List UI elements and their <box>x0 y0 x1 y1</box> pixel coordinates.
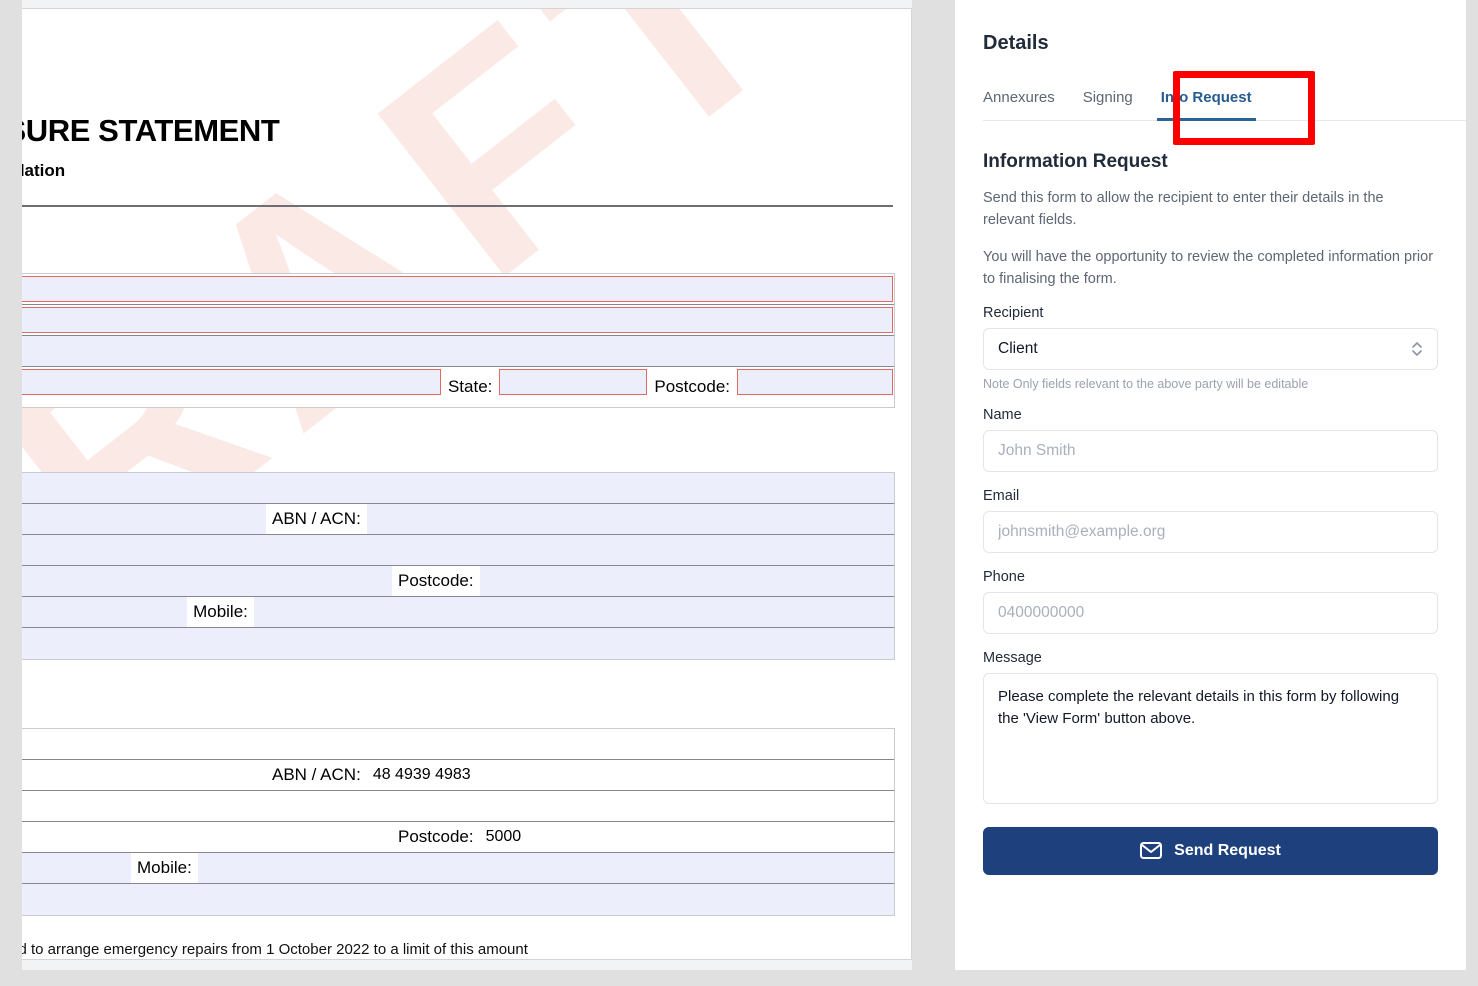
premises-postcode-field[interactable] <box>737 369 893 395</box>
party-a-name-field[interactable] <box>22 473 894 503</box>
table-row: State: Postcode: <box>22 367 894 407</box>
email-label: Email <box>983 487 1020 504</box>
party-a-mobile-field[interactable] <box>253 597 894 627</box>
table-row: .com.au <box>22 884 894 915</box>
party-b-suburb-field[interactable] <box>22 822 392 852</box>
recipient-field-group: Recipient Client Note Only fields releva… <box>983 305 1438 391</box>
table-row: ses): <box>22 305 894 336</box>
tab-info-request[interactable]: Info Request <box>1147 89 1266 121</box>
send-request-button[interactable]: Send Request <box>983 826 1438 875</box>
recipient-label: Recipient <box>983 304 1044 321</box>
phone-input[interactable] <box>983 591 1438 634</box>
document-footnote: u select this option, we will be authori… <box>22 939 875 959</box>
party-a-postcode-field[interactable] <box>479 566 894 596</box>
phone-label: Phone <box>983 568 1025 585</box>
send-request-label: Send Request <box>1174 841 1281 859</box>
info-request-paragraph-2: You will have the opportunity to review … <box>983 248 1434 288</box>
tab-signing[interactable]: Signing <box>1082 89 1133 106</box>
left-gutter <box>0 0 22 970</box>
party-b-abn-value: 48 4939 4983 <box>366 760 894 790</box>
footnote-line-1: u select this option, we will be authori… <box>22 941 528 958</box>
name-input[interactable] <box>983 429 1438 472</box>
party-b-email-value[interactable]: .com.au <box>22 884 894 915</box>
email-field-group: Email <box>983 488 1438 553</box>
tab-bar: Annexures Signing Info Request <box>983 77 1466 121</box>
info-request-form: Information Request Send this form to al… <box>955 151 1466 875</box>
document-subtitle-rest: (NSW) and Regulation <box>22 161 66 180</box>
state-label: State: <box>441 367 499 407</box>
recipient-note: Note Only fields relevant to the above p… <box>983 376 1309 391</box>
document-page: DRAFT AL FACT DISCLOSURE STATEMENT ancie… <box>22 8 912 960</box>
premises-blank-row[interactable] <box>22 336 894 366</box>
party-b-postcode-value: 5000 <box>479 822 894 852</box>
table-row <box>22 628 894 659</box>
info-request-heading: Information Request <box>983 151 1168 172</box>
table-row <box>22 729 894 760</box>
document-table-party-b: ABN / ACN: 48 4939 4983 Postcode: 5000 M… <box>22 728 895 916</box>
postcode-label: Postcode: <box>392 822 480 852</box>
postcode-label: Postcode: <box>392 566 480 596</box>
party-a-suburb-field[interactable] <box>22 566 392 596</box>
party-a-left-field[interactable] <box>22 504 266 534</box>
page-title: Details <box>983 32 1049 54</box>
table-row <box>22 473 894 504</box>
message-field-group: Message <box>983 650 1438 809</box>
table-row: ABN / ACN: <box>22 504 894 535</box>
recipient-selected-value: Client <box>998 339 1038 357</box>
info-request-paragraph-1: Send this form to allow the recipient to… <box>983 190 1384 229</box>
premises-suburb-field[interactable] <box>22 369 441 395</box>
bottom-bar <box>0 970 1478 986</box>
party-b-address-field[interactable] <box>22 791 894 821</box>
party-a-abn-field[interactable] <box>366 504 894 534</box>
tab-annexures[interactable]: Annexures <box>983 89 1055 106</box>
email-input[interactable] <box>983 510 1438 553</box>
table-row: Postcode: <box>22 566 894 597</box>
document-subtitle: ancies Act 2010 (NSW) and Regulation <box>22 161 893 181</box>
table-row: ABN / ACN: 48 4939 4983 <box>22 760 894 791</box>
abn-acn-label: ABN / ACN: <box>266 504 367 534</box>
table-row <box>22 336 894 367</box>
document-title: AL FACT DISCLOSURE STATEMENT <box>22 113 280 148</box>
recipient-select[interactable]: Client <box>983 327 1438 370</box>
table-row <box>22 274 894 305</box>
table-row <box>22 535 894 566</box>
premises-state-field[interactable] <box>499 369 648 395</box>
mobile-label: Mobile: <box>187 597 254 627</box>
table-row: Postcode: 5000 <box>22 822 894 853</box>
document-table-premises: ses): State: Postcode: <box>22 273 895 408</box>
name-label: Name <box>983 406 1022 423</box>
document-section-heading: al premises: <box>22 240 893 261</box>
party-b-name-field[interactable] <box>22 729 894 759</box>
message-textarea[interactable] <box>983 672 1438 804</box>
premises-address-field[interactable] <box>22 276 893 302</box>
party-b-work-field[interactable] <box>22 853 131 883</box>
document-viewer[interactable]: DRAFT AL FACT DISCLOSURE STATEMENT ancie… <box>22 0 912 970</box>
party-b-mobile-field[interactable] <box>197 853 894 883</box>
party-a-work-field[interactable] <box>22 597 188 627</box>
document-divider <box>22 205 893 207</box>
right-gutter <box>1466 0 1478 986</box>
details-panel: Details Annexures Signing Info Request I… <box>955 0 1466 970</box>
mobile-label: Mobile: <box>131 853 198 883</box>
postcode-label: Postcode: <box>648 367 736 407</box>
table-row: Work: Mobile: <box>22 597 894 628</box>
table-row: Mobile: <box>22 853 894 884</box>
abn-acn-label: ABN / ACN: <box>266 760 367 790</box>
chevron-updown-icon <box>1411 340 1423 358</box>
party-a-address-field[interactable] <box>22 535 894 565</box>
name-field-group: Name <box>983 407 1438 472</box>
premises-uses-field[interactable] <box>22 307 893 333</box>
phone-field-group: Phone <box>983 569 1438 634</box>
envelope-icon <box>1140 842 1163 860</box>
message-label: Message <box>983 649 1042 666</box>
party-a-email-field[interactable] <box>22 628 894 659</box>
document-table-party-a: ABN / ACN: Postcode: Work: <box>22 472 895 660</box>
table-row <box>22 791 894 822</box>
party-b-left-field[interactable] <box>22 760 266 790</box>
